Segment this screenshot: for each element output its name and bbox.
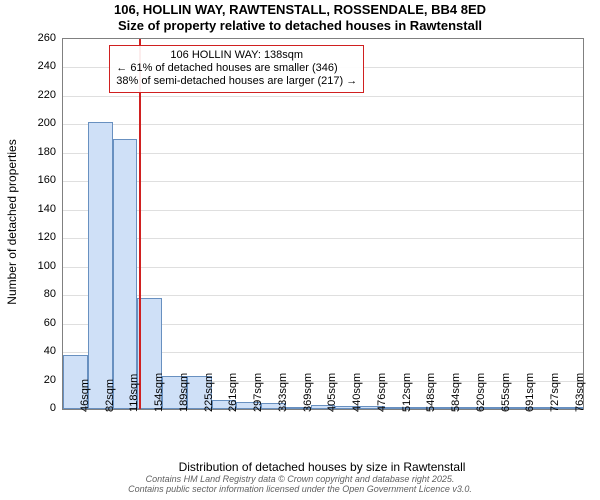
xaxis-title: Distribution of detached houses by size … [62, 460, 582, 474]
plot-area: 106 HOLLIN WAY: 138sqm ← 61% of detached… [62, 38, 584, 410]
footer-line-2: Contains public sector information licen… [0, 484, 600, 494]
xtick-label: 46sqm [79, 379, 91, 412]
xtick-label: 655sqm [500, 373, 512, 412]
chart-container: 106, HOLLIN WAY, RAWTENSTALL, ROSSENDALE… [0, 0, 600, 500]
xtick-label: 297sqm [252, 373, 264, 412]
annotation-line-1: ← 61% of detached houses are smaller (34… [116, 62, 357, 75]
annotation-line-2: 38% of semi-detached houses are larger (… [116, 75, 357, 88]
histogram-bar [88, 122, 113, 409]
annotation-box: 106 HOLLIN WAY: 138sqm ← 61% of detached… [109, 45, 364, 93]
xtick-label: 261sqm [227, 373, 239, 412]
footer: Contains HM Land Registry data © Crown c… [0, 474, 600, 494]
xtick-label: 584sqm [450, 373, 462, 412]
xtick-label: 440sqm [351, 373, 363, 412]
yaxis-title: Number of detached properties [5, 37, 19, 407]
xtick-label: 620sqm [475, 373, 487, 412]
histogram-bar [113, 139, 138, 409]
xtick-label: 763sqm [574, 373, 586, 412]
xtick-label: 333sqm [277, 373, 289, 412]
xtick-label: 369sqm [302, 373, 314, 412]
xtick-label: 512sqm [401, 373, 413, 412]
xtick-label: 727sqm [549, 373, 561, 412]
xtick-label: 405sqm [326, 373, 338, 412]
xtick-label: 225sqm [203, 373, 215, 412]
chart-title-1: 106, HOLLIN WAY, RAWTENSTALL, ROSSENDALE… [0, 2, 600, 17]
xtick-label: 154sqm [153, 373, 165, 412]
chart-title-2: Size of property relative to detached ho… [0, 18, 600, 33]
xtick-label: 691sqm [524, 373, 536, 412]
xtick-label: 82sqm [104, 379, 116, 412]
footer-line-1: Contains HM Land Registry data © Crown c… [0, 474, 600, 484]
xtick-label: 548sqm [425, 373, 437, 412]
xtick-label: 476sqm [376, 373, 388, 412]
xtick-label: 189sqm [178, 373, 190, 412]
marker-line [139, 39, 141, 409]
xtick-label: 118sqm [128, 374, 140, 412]
annotation-header: 106 HOLLIN WAY: 138sqm [116, 49, 357, 62]
